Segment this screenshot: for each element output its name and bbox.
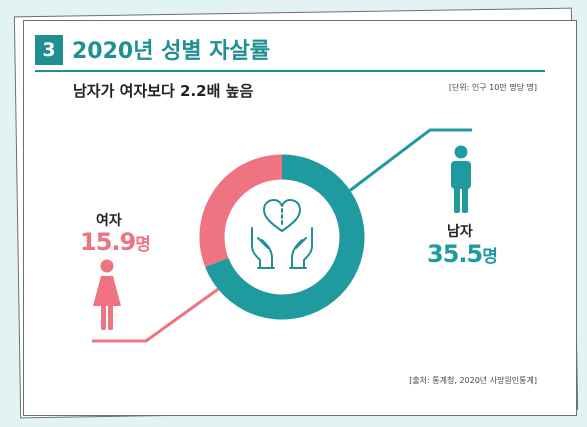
female-value: 15.9명 xyxy=(80,228,151,256)
male-value: 35.5명 xyxy=(427,240,498,268)
male-connector-line xyxy=(339,128,472,200)
unit-note: [단위: 인구 10만 명당 명] xyxy=(448,83,537,92)
female-connector-line xyxy=(92,280,229,343)
infographic-card xyxy=(23,20,577,416)
male-person-icon xyxy=(451,145,471,213)
heart-in-hands-icon xyxy=(251,199,313,269)
section-number-badge: 3 xyxy=(35,35,63,65)
female-label: 여자 xyxy=(96,213,122,229)
female-value-unit: 명 xyxy=(135,235,151,255)
page-title: 2020년 성별 자살률 xyxy=(72,39,270,64)
male-value-number: 35.5 xyxy=(427,240,483,268)
donut-slice-male xyxy=(205,154,365,320)
male-value-unit: 명 xyxy=(482,247,498,267)
female-person-icon xyxy=(93,259,121,330)
donut-slice-female xyxy=(199,154,283,268)
male-label: 남자 xyxy=(447,224,473,240)
source-note: [출처: 통계청, 2020년 사망원인통계] xyxy=(409,376,537,385)
title-divider xyxy=(35,70,545,72)
female-value-number: 15.9 xyxy=(80,228,136,256)
page-subtitle: 남자가 여자보다 2.2배 높음 xyxy=(73,82,254,100)
